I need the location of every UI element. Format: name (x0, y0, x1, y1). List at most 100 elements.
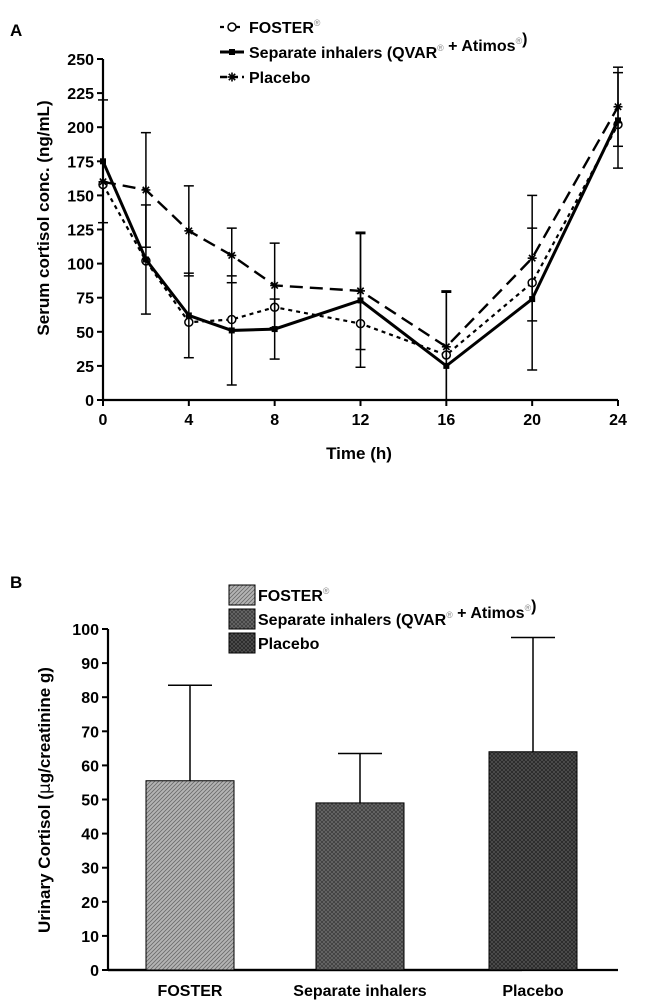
bar (488, 751, 578, 971)
panel-a-y-tick-label: 175 (67, 154, 94, 171)
panel-b-y-tick-label: 10 (81, 929, 99, 946)
data-point (270, 280, 280, 290)
data-point (271, 326, 278, 333)
panel-a-x-tick-label: 0 (99, 412, 108, 429)
panel-a-x-tick-label: 24 (609, 412, 627, 429)
panel-b-y-tick-label: 40 (81, 827, 99, 844)
data-point-ray (614, 102, 622, 111)
legend-a-label-2-main: Placebo (249, 70, 311, 87)
legend-marker (229, 49, 235, 55)
legend-b-label-0-main: FOSTER (258, 588, 323, 605)
panel-a-x-tick-label: 16 (437, 412, 455, 429)
legend-a-label-0-main: FOSTER (249, 20, 314, 37)
data-point-ray (528, 254, 536, 262)
panel-a-legend: FOSTER®Separate inhalers (QVAR® + Atimos… (220, 18, 527, 87)
panel-b-y-tick-label: 80 (81, 690, 99, 707)
panel-a: A FOSTER®Separate inhalers (QVAR® + Atim… (10, 18, 627, 463)
legend-b-label-0-reg: ® (323, 586, 330, 596)
data-point-ray (270, 281, 279, 290)
panel-a-y-tick-label: 0 (85, 393, 94, 410)
data-point-ray (228, 251, 236, 260)
legend-a-label-1-reg2: ® (516, 36, 523, 46)
panel-a-x-tick-label: 4 (184, 412, 193, 429)
panel-b-y-label-prefix: Urinary Cortisol ( (35, 794, 54, 933)
legend-b-label-2-main: Placebo (258, 636, 320, 653)
bar (315, 802, 405, 971)
panel-b-bars: FOSTER Separate inhalers Placebo (145, 636, 578, 1000)
panel-a-y-tick-label: 125 (67, 223, 94, 240)
legend-marker-ray (228, 73, 236, 81)
legend-b-label-1-end: ) (531, 598, 536, 615)
panel-b-y-tick-label: 0 (90, 963, 99, 980)
bar-category-label: FOSTER (158, 983, 223, 1000)
legend-a-label-0: FOSTER® (249, 18, 321, 37)
data-point (441, 342, 451, 352)
panel-a-y-tick-label: 50 (76, 325, 94, 342)
bar (145, 780, 235, 971)
panel-b-legend: FOSTER®Separate inhalers (QVAR® + Atimos… (228, 584, 536, 654)
panel-a-y-tick-label: 200 (67, 120, 94, 137)
data-point (98, 177, 108, 187)
legend-b-label-1: Separate inhalers (QVAR® + Atimos®) (258, 598, 536, 629)
legend-a-label-1: Separate inhalers (QVAR® + Atimos®) (249, 31, 527, 62)
panel-b: B FOSTER®Separate inhalers (QVAR® + Atim… (10, 573, 618, 1000)
data-point-ray (442, 343, 451, 351)
panel-a-axes: 0 25 50 75 100 125 150 175 200 225 250 0 4 8 12 16 20 24 (67, 52, 627, 429)
bar-category-label: Placebo (502, 983, 564, 1000)
panel-b-letter: B (10, 573, 22, 592)
legend-marker (227, 22, 237, 32)
data-point (356, 286, 365, 296)
legend-a-label-0-reg: ® (314, 18, 321, 28)
legend-b-label-1-reg2: ® (525, 603, 532, 613)
legend-b-label-2: Placebo (258, 636, 320, 653)
data-point (184, 226, 194, 236)
panel-a-y-tick-label: 100 (67, 257, 94, 274)
panel-a-x-tick-label: 8 (270, 412, 279, 429)
panel-a-y-tick-label: 250 (67, 52, 94, 69)
legend-a-label-2: Placebo (249, 70, 311, 87)
data-point (142, 256, 149, 263)
data-point (227, 250, 237, 260)
data-point (613, 102, 623, 112)
panel-b-y-tick-label: 60 (81, 758, 99, 775)
data-point-ray (99, 178, 107, 186)
legend-a-label-1-reg: ® (437, 43, 444, 53)
panel-b-y-tick-label: 70 (81, 724, 99, 741)
data-point-ray (185, 227, 193, 235)
data-point (527, 253, 537, 263)
legend-swatch (228, 632, 256, 654)
legend-swatch (228, 584, 256, 606)
legend-a-label-1-suffix: + Atimos (444, 38, 516, 55)
panel-a-series (98, 66, 623, 401)
panel-b-y-label-mu: μ (35, 783, 55, 794)
data-point-ray (142, 186, 150, 194)
panel-b-y-tick-label: 50 (81, 793, 99, 810)
panel-a-y-axis-label: Serum cortisol conc. (ng/mL) (34, 100, 53, 335)
bar-category-label: Separate inhalers (293, 983, 427, 1000)
panel-a-y-tick-label: 225 (67, 86, 94, 103)
data-point (228, 327, 235, 334)
panel-b-y-label-suffix: g/creatinine g) (35, 667, 54, 783)
data-point-ray (356, 287, 365, 295)
legend-a-label-1-end: ) (522, 31, 527, 48)
legend-b-label-0: FOSTER® (258, 586, 330, 605)
panel-b-y-tick-label: 20 (81, 895, 99, 912)
legend-b-label-1-reg: ® (446, 610, 453, 620)
legend-b-label-1-suffix: + Atimos (453, 605, 525, 622)
panel-a-y-tick-label: 75 (76, 291, 94, 308)
panel-a-y-tick-label: 150 (67, 188, 94, 205)
legend-marker (227, 72, 237, 82)
panel-a-series-2 (98, 66, 623, 401)
panel-a-letter: A (10, 21, 22, 40)
panel-b-y-axis-label: Urinary Cortisol (μg/creatinine g) (35, 667, 55, 933)
legend-a-label-1-main: Separate inhalers (QVAR (249, 45, 438, 62)
data-point (141, 185, 151, 195)
panel-a-x-axis-label: Time (h) (326, 444, 392, 463)
data-point (185, 312, 192, 319)
panel-a-y-tick-label: 25 (76, 359, 94, 376)
panel-b-y-tick-label: 100 (72, 622, 99, 639)
legend-b-label-1-main: Separate inhalers (QVAR (258, 612, 447, 629)
panel-b-y-tick-label: 90 (81, 656, 99, 673)
panel-a-x-tick-label: 20 (523, 412, 541, 429)
panel-a-x-tick-label: 12 (352, 412, 370, 429)
